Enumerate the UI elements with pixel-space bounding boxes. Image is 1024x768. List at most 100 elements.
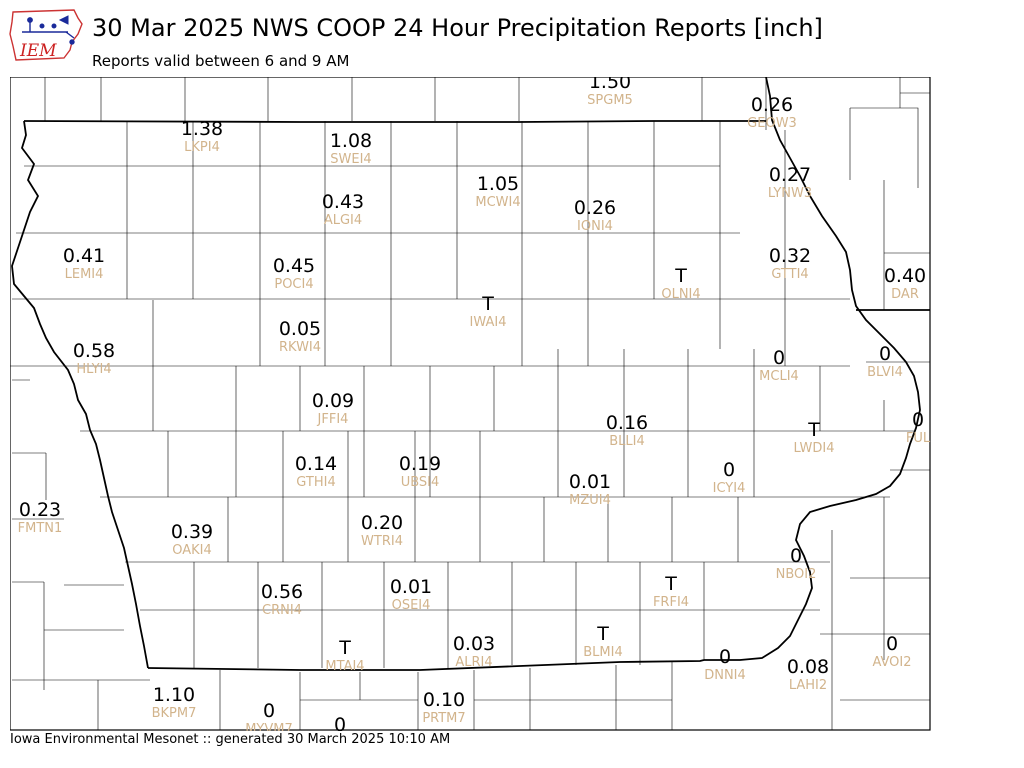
precip-value: 1.08 <box>330 130 372 152</box>
precip-value: 0.03 <box>453 633 495 655</box>
precip-value: 0 <box>773 347 785 369</box>
precip-value: 1.05 <box>477 173 519 195</box>
station-id-label: GEOW3 <box>747 116 797 131</box>
station-id-label: LWDI4 <box>793 441 834 456</box>
precip-value: 0.26 <box>574 197 616 219</box>
precip-value: 0.05 <box>279 318 321 340</box>
station-id-label: LAHI2 <box>789 678 827 693</box>
county-boundaries <box>10 77 930 730</box>
precip-value: 0.40 <box>884 265 926 287</box>
precip-value: 0.10 <box>423 689 465 711</box>
station-id-label: WTRI4 <box>361 534 403 549</box>
precip-value: 0 <box>263 700 275 722</box>
station-id-label: MCWI4 <box>475 195 520 210</box>
station-id-label: RKWI4 <box>279 340 321 355</box>
station-id-label: FRFI4 <box>653 595 689 610</box>
weather-station-icon <box>22 15 75 45</box>
station-id-label: ALRI4 <box>455 655 492 670</box>
precip-value: 0 <box>879 343 891 365</box>
precip-value: 0.26 <box>751 94 793 116</box>
precip-value: 0.56 <box>261 581 303 603</box>
station-id-label: MTAI4 <box>325 659 364 674</box>
iowa-minnesota-border <box>23 120 766 123</box>
station-id-label: POCI4 <box>274 277 313 292</box>
precip-value: 0 <box>790 545 802 567</box>
station-id-label: FUL <box>906 431 931 446</box>
station-id-label: GTTI4 <box>771 267 808 282</box>
precip-value: 0.23 <box>19 499 61 521</box>
station-unlabeled: 0 <box>334 714 346 731</box>
station-id-label: SPGM5 <box>587 93 633 108</box>
station-id-label: PRTM7 <box>422 711 465 726</box>
station-id-label: ALGI4 <box>324 213 362 228</box>
precip-value: T <box>338 637 351 659</box>
precip-value: 0.09 <box>312 390 354 412</box>
precip-value: 0.27 <box>769 164 811 186</box>
map-title: 30 Mar 2025 NWS COOP 24 Hour Precipitati… <box>92 14 823 42</box>
precip-value: T <box>664 573 677 595</box>
station-id-label: OAKI4 <box>172 543 212 558</box>
missouri-river-border <box>11 120 149 669</box>
station-id-label: BLMI4 <box>583 645 622 660</box>
station-id-label: LYNW3 <box>768 186 812 201</box>
precip-value: 0.01 <box>569 471 611 493</box>
station-id-label: IWAI4 <box>470 315 507 330</box>
precip-value: 0 <box>912 409 924 431</box>
precip-value: 0.14 <box>295 453 337 475</box>
station-id-label: CRNI4 <box>262 603 302 618</box>
precip-value: 0.32 <box>769 245 811 267</box>
mississippi-river-border <box>704 77 921 661</box>
precip-value: 0 <box>719 646 731 668</box>
station-id-label: MZUI4 <box>569 493 611 508</box>
precip-value: T <box>807 419 820 441</box>
precip-value: T <box>481 293 494 315</box>
precip-value: 0.41 <box>63 245 105 267</box>
station-id-label: DAR <box>891 287 919 302</box>
precip-value: 1.38 <box>181 118 223 140</box>
station-id-label: FMTN1 <box>18 521 63 536</box>
station-id-label: OLNI4 <box>661 287 700 302</box>
logo-text: IEM <box>19 41 57 61</box>
precip-value: 0.01 <box>390 576 432 598</box>
station-id-label: IONI4 <box>577 219 613 234</box>
iowa-missouri-border <box>147 659 705 671</box>
station-id-label: DNNI4 <box>704 668 746 683</box>
map-subtitle: Reports valid between 6 and 9 AM <box>92 52 350 70</box>
precip-value: T <box>596 623 609 645</box>
station-id-label: BLLI4 <box>609 434 645 449</box>
precip-value: 0.20 <box>361 512 403 534</box>
